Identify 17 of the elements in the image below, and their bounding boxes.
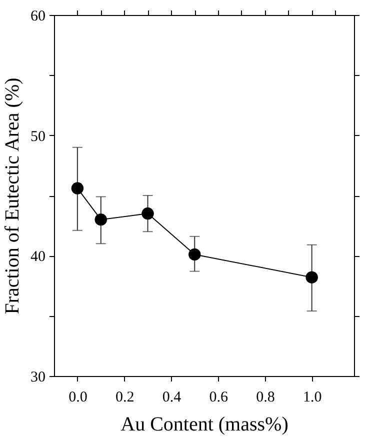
y-tick-label: 30 <box>30 370 46 386</box>
x-tick-label: 1.0 <box>302 390 322 406</box>
point <box>306 271 318 284</box>
x-tick-label: 0.0 <box>68 390 88 406</box>
point <box>142 207 154 220</box>
x-tick-label: 0.2 <box>115 390 134 406</box>
point <box>71 182 84 194</box>
y-axis-title: Fraction of Eutectic Area (%) <box>2 78 24 314</box>
y-tick-label: 40 <box>30 249 46 266</box>
x-tick-label: 0.8 <box>256 390 275 406</box>
x-tick-label: 0.6 <box>209 390 228 406</box>
y-tick-label: 60 <box>30 8 46 24</box>
x-axis-title: Au Content (mass%) <box>120 414 288 436</box>
point <box>188 248 201 261</box>
y-tick-label: 50 <box>30 128 46 145</box>
point <box>94 213 107 226</box>
x-tick-label: 0.4 <box>162 390 182 406</box>
